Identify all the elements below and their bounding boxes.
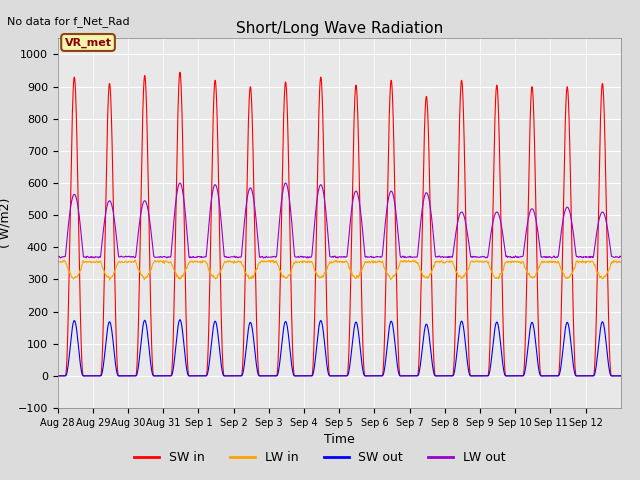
Text: No data for f_Net_Rad: No data for f_Net_Rad: [7, 16, 129, 27]
Legend: SW in, LW in, SW out, LW out: SW in, LW in, SW out, LW out: [129, 446, 511, 469]
Title: Short/Long Wave Radiation: Short/Long Wave Radiation: [236, 21, 443, 36]
Text: VR_met: VR_met: [65, 37, 111, 48]
Y-axis label: ( W/m2): ( W/m2): [0, 198, 12, 248]
X-axis label: Time: Time: [324, 433, 355, 446]
